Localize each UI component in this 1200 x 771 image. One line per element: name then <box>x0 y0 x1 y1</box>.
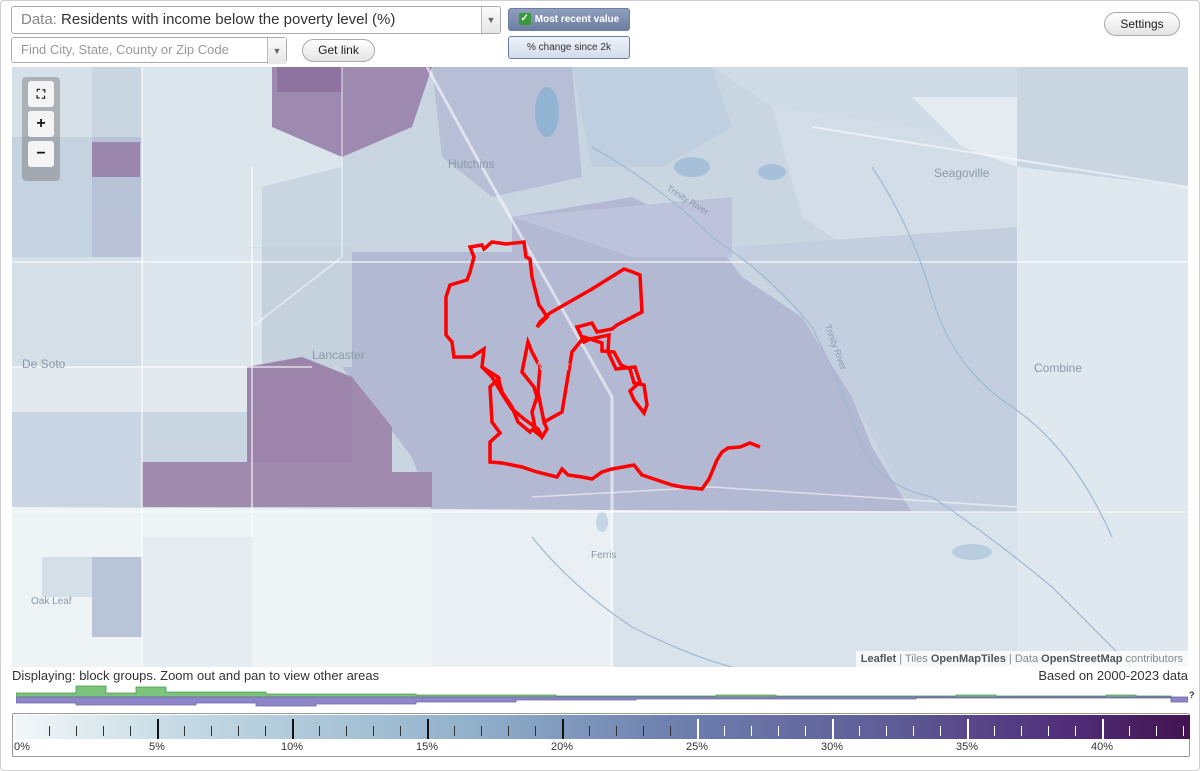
legend-minor-tick <box>508 726 509 736</box>
legend-tick-label: 40% <box>1090 741 1114 753</box>
legend-tick-label: 0% <box>14 741 30 753</box>
legend-minor-tick <box>616 726 617 736</box>
legend-minor-tick <box>859 726 860 736</box>
legend-major-tick <box>697 719 699 739</box>
legend-minor-tick <box>913 726 914 736</box>
most-recent-value-button[interactable]: ✓ Most recent value <box>508 8 630 31</box>
legend-tick-label: 25% <box>685 741 709 753</box>
legend-tick-label: 30% <box>820 741 844 753</box>
legend-minor-tick <box>1129 726 1130 736</box>
data-select-prefix: Data: <box>21 11 57 28</box>
attribution-tiles-link[interactable]: OpenMapTiles <box>930 653 1006 665</box>
legend-minor-tick <box>1021 726 1022 736</box>
get-link-button[interactable]: Get link <box>302 39 375 62</box>
legend-tick-label: 20% <box>550 741 574 753</box>
legend-minor-tick <box>535 726 536 736</box>
displaying-status: Displaying: block groups. Zoom out and p… <box>12 668 380 683</box>
legend-minor-tick <box>778 726 779 736</box>
data-select[interactable]: Data: Residents with income below the po… <box>11 6 501 34</box>
place-label-lancaster: Lancaster <box>312 348 365 362</box>
chevron-down-icon[interactable]: ▼ <box>267 38 286 64</box>
legend-minor-tick <box>805 726 806 736</box>
legend-major-tick <box>562 719 564 739</box>
attribution-osm-link[interactable]: OpenStreetMap <box>1041 653 1123 665</box>
check-icon: ✓ <box>518 13 531 26</box>
legend-tick-label: 5% <box>149 741 165 753</box>
legend-tick-label: 10% <box>280 741 304 753</box>
map-attribution: Leaflet | Tiles OpenMapTiles | Data Open… <box>855 651 1188 667</box>
most-recent-label: Most recent value <box>534 14 620 25</box>
legend-major-tick <box>292 719 294 739</box>
legend-minor-tick <box>994 726 995 736</box>
legend-minor-tick <box>724 726 725 736</box>
legend-minor-tick <box>1075 726 1076 736</box>
legend-major-tick <box>967 719 969 739</box>
legend-minor-tick <box>643 726 644 736</box>
legend-minor-tick <box>886 726 887 736</box>
legend-minor-tick <box>940 726 941 736</box>
place-label-de-soto: De Soto <box>22 357 66 371</box>
map-canvas[interactable]: Hutchins Seagoville Lancaster De Soto Wi… <box>12 67 1188 667</box>
legend-minor-tick <box>184 726 185 736</box>
zoom-out-button[interactable]: − <box>28 141 54 167</box>
chevron-down-icon[interactable]: ▼ <box>481 7 500 33</box>
legend-minor-tick <box>481 726 482 736</box>
legend-tick-label: 15% <box>415 741 439 753</box>
legend-major-tick <box>157 719 159 739</box>
legend-minor-tick <box>103 726 104 736</box>
location-search-input[interactable]: Find City, State, County or Zip Code ▼ <box>11 37 287 64</box>
legend-minor-tick <box>589 726 590 736</box>
legend-minor-tick <box>346 726 347 736</box>
settings-button[interactable]: Settings <box>1104 12 1180 36</box>
legend-minor-tick <box>76 726 77 736</box>
fullscreen-icon[interactable]: ⛶ <box>28 81 54 107</box>
place-label-oak-leaf: Oak Leaf <box>31 596 72 607</box>
attribution-leaflet-link[interactable]: Leaflet <box>860 653 897 665</box>
color-legend: 0% 5% 10% 15% 20% 25% 30% 35% 40% <box>12 713 1190 757</box>
percent-change-button[interactable]: % change since 2k <box>508 36 630 59</box>
legend-gradient <box>14 715 1190 739</box>
attribution-data-prefix: Data <box>1014 653 1039 665</box>
legend-tick-label: 35% <box>955 741 979 753</box>
place-label-combine: Combine <box>1034 361 1083 375</box>
legend-minor-tick <box>265 726 266 736</box>
help-icon[interactable]: ? <box>1189 690 1195 700</box>
legend-minor-tick <box>400 726 401 736</box>
legend-minor-tick <box>373 726 374 736</box>
legend-minor-tick <box>1183 726 1184 736</box>
legend-minor-tick <box>130 726 131 736</box>
data-select-value: Residents with income below the poverty … <box>61 11 396 28</box>
zoom-in-button[interactable]: + <box>28 111 54 137</box>
place-label-seagoville: Seagoville <box>934 166 990 180</box>
zoom-control: ⛶ + − <box>22 77 60 181</box>
legend-minor-tick <box>1048 726 1049 736</box>
place-label-wilmer: Wilmer <box>533 359 571 373</box>
map-layer <box>12 67 1188 667</box>
attribution-suffix: contributors <box>1125 653 1183 665</box>
search-placeholder: Find City, State, County or Zip Code <box>21 42 229 57</box>
legend-major-tick <box>427 719 429 739</box>
legend-minor-tick <box>238 726 239 736</box>
data-years-note: Based on 2000-2023 data <box>1038 668 1188 683</box>
legend-minor-tick <box>49 726 50 736</box>
legend-minor-tick <box>670 726 671 736</box>
highlight-boundary <box>444 240 761 491</box>
legend-major-tick <box>1102 719 1104 739</box>
legend-minor-tick <box>1156 726 1157 736</box>
legend-major-tick <box>832 719 834 739</box>
place-label-ferris: Ferris <box>591 550 617 561</box>
place-label-hutchins: Hutchins <box>448 157 495 171</box>
attribution-tiles-prefix: Tiles <box>904 653 928 665</box>
legend-minor-tick <box>319 726 320 736</box>
distribution-histogram <box>16 685 1188 707</box>
legend-minor-tick <box>751 726 752 736</box>
legend-minor-tick <box>454 726 455 736</box>
legend-minor-tick <box>211 726 212 736</box>
